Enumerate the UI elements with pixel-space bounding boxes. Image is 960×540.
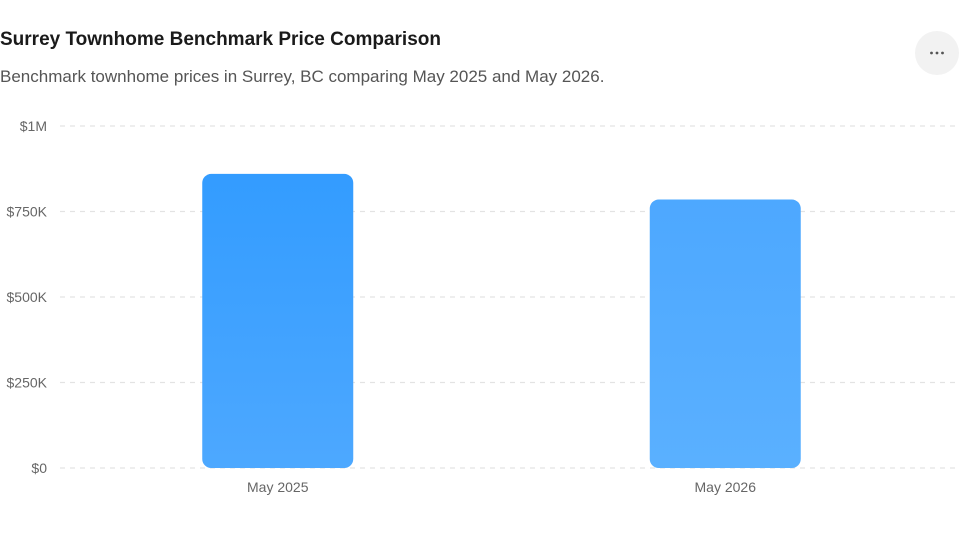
chart-subtitle: Benchmark townhome prices in Surrey, BC … <box>0 67 605 86</box>
more-horizontal-icon <box>930 51 944 55</box>
bars <box>202 173 801 468</box>
y-axis-ticks: $0 $250K $500K $750K $1M <box>7 118 48 476</box>
y-tick-label: $250K <box>7 375 48 391</box>
y-tick-label: $750K <box>7 204 48 220</box>
y-tick-label: $1M <box>20 118 47 134</box>
x-tick-label: May 2026 <box>695 479 757 495</box>
y-tick-label: $500K <box>7 289 48 305</box>
chart-title: Surrey Townhome Benchmark Price Comparis… <box>0 29 441 50</box>
x-axis-ticks: May 2025 May 2026 <box>247 479 756 495</box>
bar-may-2026[interactable] <box>649 199 801 468</box>
grid-lines <box>60 125 955 469</box>
bar-may-2025[interactable] <box>202 173 354 468</box>
y-tick-label: $0 <box>31 460 47 476</box>
x-tick-label: May 2025 <box>247 479 309 495</box>
more-options-button[interactable] <box>915 31 959 75</box>
